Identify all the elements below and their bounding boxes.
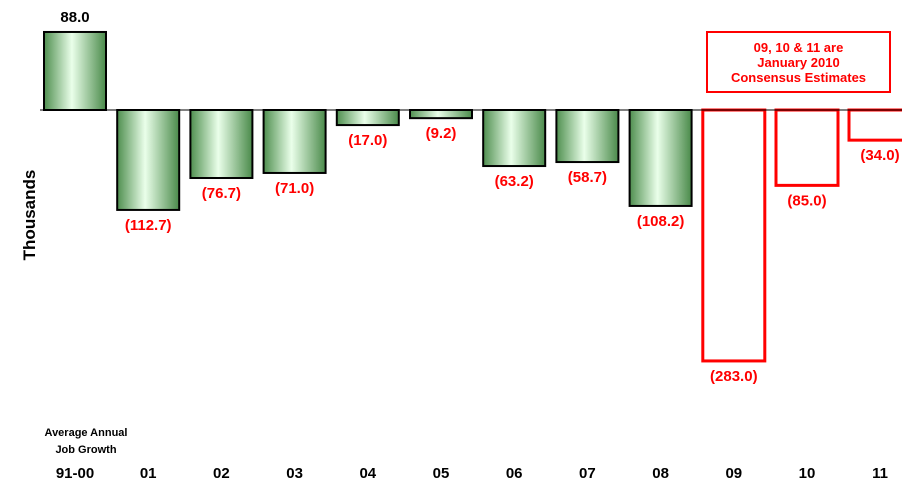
category-note: Average Annual Job Growth (22, 425, 150, 459)
category-label-01: 01 (140, 465, 157, 482)
estimates-note-line-3: Consensus Estimates (730, 70, 867, 85)
bar-02 (189, 109, 254, 180)
value-label-11: (34.0) (860, 147, 899, 164)
estimates-note: 09, 10 & 11 are January 2010 Consensus E… (706, 31, 891, 93)
value-label-09: (283.0) (710, 368, 758, 385)
bar-07 (555, 109, 620, 164)
category-label-06: 06 (506, 465, 523, 482)
value-label-04: (17.0) (348, 132, 387, 149)
value-label-06: (63.2) (495, 173, 534, 190)
category-label-09: 09 (725, 465, 742, 482)
value-label-05: (9.2) (426, 125, 457, 142)
bar-09 (701, 108, 767, 363)
value-label-02: (76.7) (202, 185, 241, 202)
value-label-01: (112.7) (125, 217, 172, 234)
bar-04 (335, 109, 400, 127)
value-label-10: (85.0) (787, 192, 826, 209)
category-label-05: 05 (433, 465, 450, 482)
bar-10 (774, 108, 840, 187)
value-label-03: (71.0) (275, 180, 314, 197)
value-label-91-00: 88.0 (60, 9, 89, 26)
bar-08 (628, 109, 693, 207)
category-label-04: 04 (359, 465, 376, 482)
estimates-note-line-1: 09, 10 & 11 are (753, 40, 844, 55)
value-label-07: (58.7) (568, 169, 607, 186)
category-label-02: 02 (213, 465, 230, 482)
category-label-11: 11 (872, 465, 888, 482)
category-note-line-1: Average Annual (44, 427, 128, 439)
bar-11 (847, 108, 902, 142)
bar-05 (409, 109, 473, 120)
bar-06 (482, 109, 547, 168)
bar-01 (116, 109, 181, 211)
category-label-08: 08 (652, 465, 669, 482)
category-label-03: 03 (286, 465, 303, 482)
bar-03 (262, 109, 327, 174)
estimates-note-line-2: January 2010 (757, 55, 840, 70)
category-note-line-2: Job Growth (55, 444, 117, 456)
category-label-91-00: 91-00 (56, 465, 94, 482)
category-label-10: 10 (799, 465, 816, 482)
bar-91-00 (43, 30, 107, 112)
category-label-07: 07 (579, 465, 596, 482)
y-axis-title: Thousands (20, 169, 39, 261)
value-label-08: (108.2) (637, 213, 685, 230)
